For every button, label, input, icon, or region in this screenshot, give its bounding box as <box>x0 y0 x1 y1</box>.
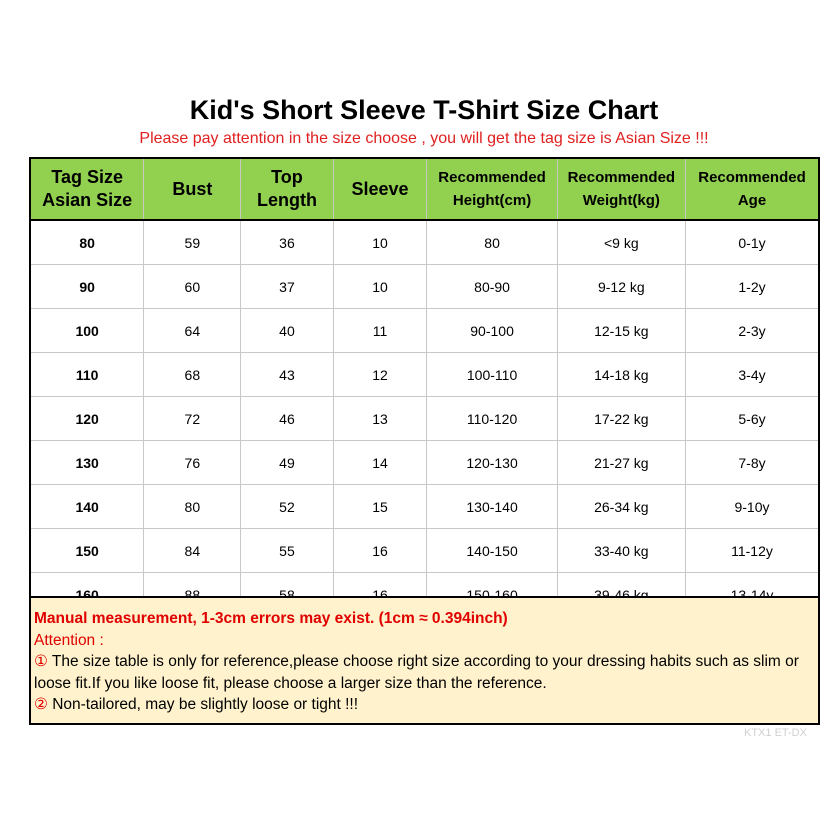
table-cell: 10 <box>332 264 428 309</box>
table-cell: 9-12 kg <box>556 264 687 309</box>
table-cell: 100 <box>29 308 145 353</box>
column-header-line: Bust <box>172 178 213 199</box>
table-cell: 40 <box>240 308 334 353</box>
table-cell: 15 <box>332 484 428 529</box>
table-cell: 64 <box>143 308 242 353</box>
table-cell: 33-40 kg <box>556 528 687 573</box>
table-cell: 68 <box>143 352 242 397</box>
table-cell: 80 <box>29 219 145 265</box>
column-header: Bust <box>143 157 242 221</box>
column-header-line: Recommended <box>698 169 806 186</box>
column-header-line: Top <box>271 167 303 187</box>
table-cell: 150 <box>29 528 145 573</box>
column-header: Recommended Age <box>685 157 820 221</box>
table-cell: 72 <box>143 396 242 441</box>
table-cell: 52 <box>240 484 334 529</box>
table-cell: 130-140 <box>426 484 558 529</box>
table-cell: 9-10y <box>685 484 820 529</box>
column-header-line: Length <box>256 190 317 210</box>
chart-title: Kid's Short Sleeve T-Shirt Size Chart <box>189 95 659 125</box>
table-cell: 0-1y <box>685 219 820 265</box>
table-cell: 59 <box>143 219 242 265</box>
chart-subtitle: Please pay attention in the size choose … <box>139 130 709 147</box>
column-header: Top Length <box>240 157 334 221</box>
column-header-line: Recommended <box>567 169 676 186</box>
table-cell: 90 <box>29 264 145 309</box>
column-header: Sleeve <box>332 157 428 221</box>
table-cell: 140-150 <box>426 528 558 573</box>
column-header-line: Sleeve <box>351 178 409 199</box>
table-cell: 80 <box>426 219 558 265</box>
table-cell: 120 <box>29 396 145 441</box>
table-cell: 55 <box>240 528 334 573</box>
table-row: 100 64 40 11 90-100 12-15 kg 2-3y <box>29 308 820 353</box>
note-item-1: ① The size table is only for reference,p… <box>34 651 815 694</box>
note-item-2-text: Non-tailored, may be slightly loose or t… <box>47 696 359 713</box>
table-cell: 80-90 <box>426 264 558 309</box>
column-header: Recommended Height(cm) <box>426 157 558 221</box>
table-cell: 36 <box>240 219 334 265</box>
table-cell: 12-15 kg <box>556 308 687 353</box>
table-cell: 14 <box>332 440 428 485</box>
table-cell: 140 <box>29 484 145 529</box>
table-cell: 110 <box>29 352 145 397</box>
table-row: 110 68 43 12 100-110 14-18 kg 3-4y <box>29 352 820 397</box>
table-cell: 17-22 kg <box>556 396 687 441</box>
table-cell: 110-120 <box>426 396 558 441</box>
table-cell: 5-6y <box>685 396 820 441</box>
table-cell: 76 <box>143 440 242 485</box>
table-cell: 80 <box>143 484 242 529</box>
column-header: Tag Size Asian Size <box>29 157 145 221</box>
table-row: 150 84 55 16 140-150 33-40 kg 11-12y <box>29 528 820 573</box>
note-item-1-text: The size table is only for reference,ple… <box>34 653 799 692</box>
table-cell: <9 kg <box>556 219 687 265</box>
table-cell: 46 <box>240 396 334 441</box>
column-header-line: Recommended <box>438 169 546 186</box>
table-cell: 11-12y <box>685 528 820 573</box>
table-cell: 10 <box>332 219 428 265</box>
measurement-warning: Manual measurement, 1-3cm errors may exi… <box>34 610 508 627</box>
table-row: 140 80 52 15 130-140 26-34 kg 9-10y <box>29 484 820 529</box>
notes-box: Manual measurement, 1-3cm errors may exi… <box>29 596 820 725</box>
column-header: Recommended Weight(kg) <box>556 157 687 221</box>
table-cell: 13 <box>332 396 428 441</box>
column-header-line: Height(cm) <box>452 192 532 209</box>
table-row: 120 72 46 13 110-120 17-22 kg 5-6y <box>29 396 820 441</box>
table-cell: 12 <box>332 352 428 397</box>
table-cell: 43 <box>240 352 334 397</box>
column-header-line: Age <box>737 192 767 209</box>
circled-one-icon: ① <box>34 653 48 670</box>
table-row: 130 76 49 14 120-130 21-27 kg 7-8y <box>29 440 820 485</box>
circled-two-icon: ② <box>34 696 48 713</box>
note-item-2: ② Non-tailored, may be slightly loose or… <box>34 694 815 716</box>
table-cell: 49 <box>240 440 334 485</box>
size-table: Tag Size Asian Size Bust Top Length Sleeve Rec… <box>29 157 820 618</box>
table-cell: 130 <box>29 440 145 485</box>
table-cell: 11 <box>332 308 428 353</box>
header-row: Tag Size Asian Size Bust Top Length Sleeve Rec… <box>29 157 820 221</box>
table-cell: 84 <box>143 528 242 573</box>
table-row: 80 59 36 10 80 <9 kg 0-1y <box>29 219 820 265</box>
table-cell: 2-3y <box>685 308 820 353</box>
table-cell: 1-2y <box>685 264 820 309</box>
table-cell: 120-130 <box>426 440 558 485</box>
table-cell: 7-8y <box>685 440 820 485</box>
table-cell: 3-4y <box>685 352 820 397</box>
table-row: 90 60 37 10 80-90 9-12 kg 1-2y <box>29 264 820 309</box>
column-header-line: Tag Size <box>51 167 123 187</box>
table-cell: 90-100 <box>426 308 558 353</box>
attention-label: Attention : <box>34 631 104 649</box>
table-cell: 21-27 kg <box>556 440 687 485</box>
table-cell: 100-110 <box>426 352 558 397</box>
table-cell: 26-34 kg <box>556 484 687 529</box>
table-cell: 16 <box>332 528 428 573</box>
watermark: KTX1 ET-DX <box>744 727 807 739</box>
table-cell: 14-18 kg <box>556 352 687 397</box>
column-header-line: Asian Size <box>42 190 133 210</box>
table-cell: 37 <box>240 264 334 309</box>
table-cell: 60 <box>143 264 242 309</box>
column-header-line: Weight(kg) <box>582 192 660 209</box>
